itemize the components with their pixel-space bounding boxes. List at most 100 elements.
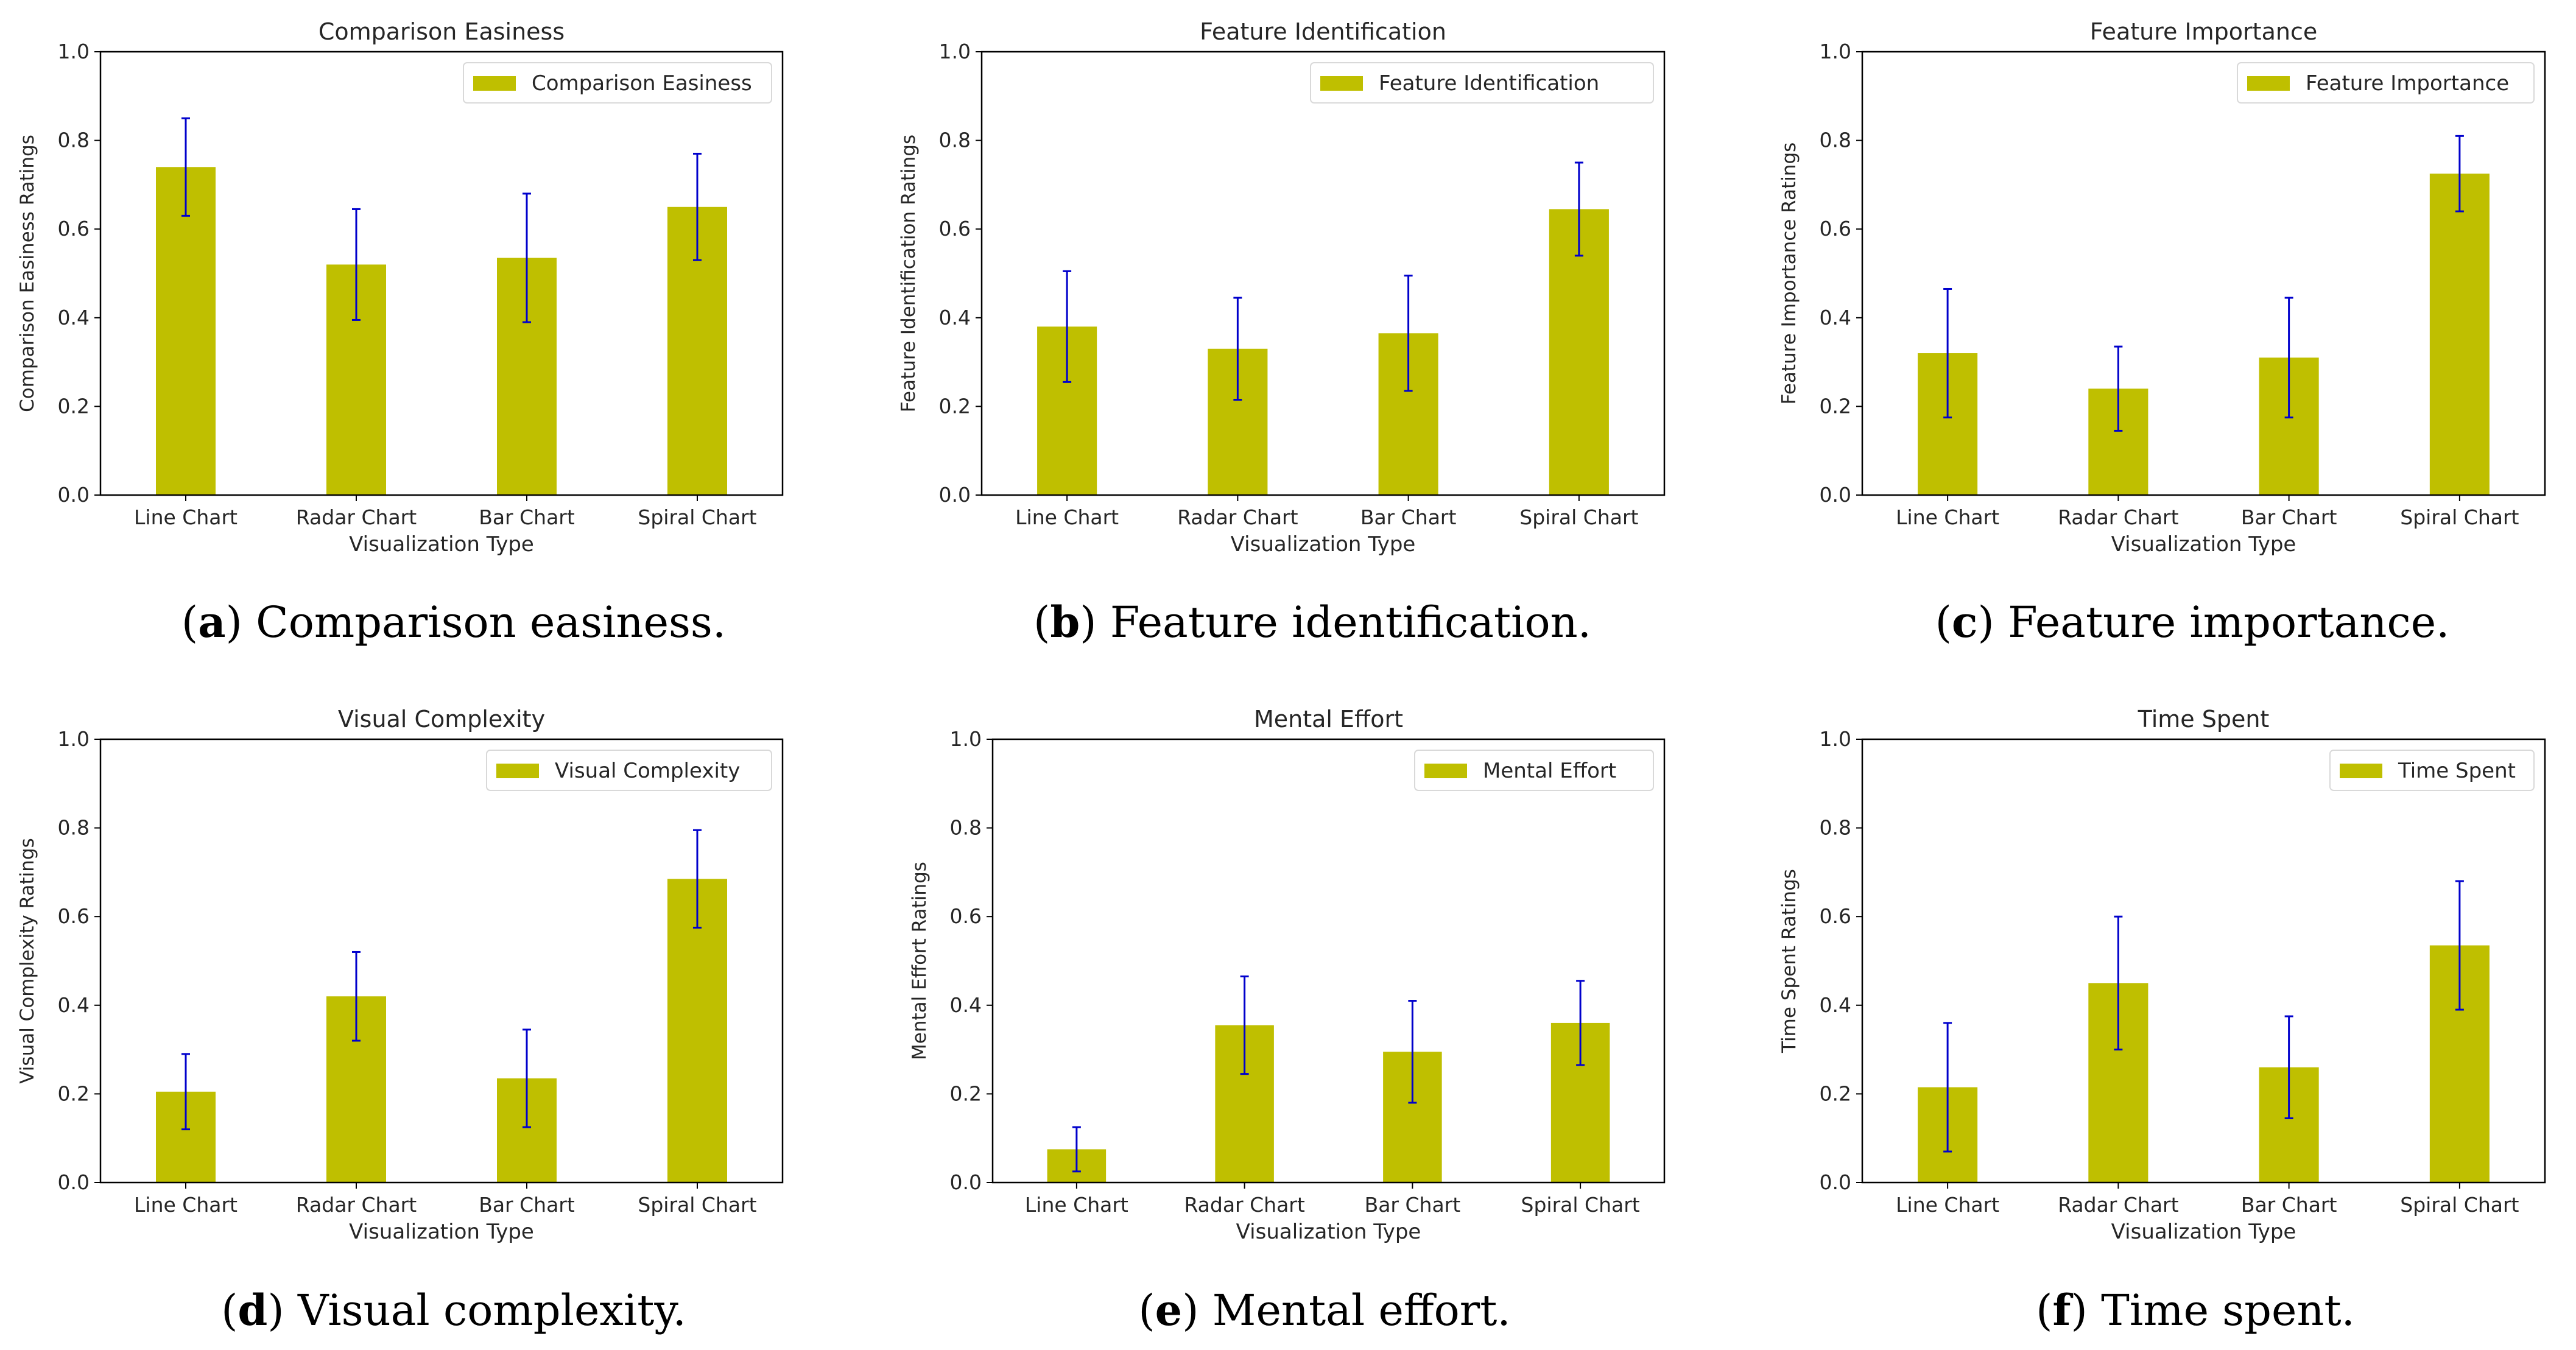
y-tick-label: 0.2 bbox=[1820, 394, 1851, 418]
y-tick-label: 0.8 bbox=[950, 816, 982, 840]
x-tick-label: Spiral Chart bbox=[638, 505, 756, 529]
plot-frame bbox=[980, 51, 1666, 496]
chart-1: Comparison Easiness Line Chart Radar Chart… bbox=[16, 18, 784, 557]
y-tick-label: 0.8 bbox=[1820, 816, 1851, 840]
x-tick-label: Bar Chart bbox=[479, 1193, 575, 1217]
bar bbox=[667, 879, 727, 1183]
x-tick-label: Bar Chart bbox=[2241, 1193, 2337, 1217]
caption-f: (f) Time spent. bbox=[2036, 1285, 2355, 1335]
y-axis-label: Feature Importance Ratings bbox=[1778, 142, 1800, 405]
caption-letter: d bbox=[238, 1285, 268, 1335]
y-axis-label: Comparison Easiness Ratings bbox=[16, 135, 38, 412]
y-tick-label: 1.0 bbox=[939, 40, 971, 63]
legend-box bbox=[1310, 62, 1654, 104]
x-tick-label: Spiral Chart bbox=[1519, 505, 1638, 529]
x-tick-label: Radar Chart bbox=[1177, 505, 1298, 529]
y-tick-label: 0.8 bbox=[58, 128, 90, 152]
x-tick-label: Radar Chart bbox=[2058, 505, 2178, 529]
y-axis-label: Feature Identification Ratings bbox=[898, 135, 920, 412]
y-tick-label: 0.6 bbox=[58, 904, 90, 928]
y-tick-label: 0.4 bbox=[1820, 993, 1851, 1017]
caption-letter: c bbox=[1951, 597, 1978, 647]
chart-2: Feature Identification Line Chart Radar Ch… bbox=[898, 18, 1666, 557]
y-tick-label: 0.6 bbox=[939, 217, 971, 241]
caption-letter: f bbox=[2052, 1285, 2071, 1335]
y-tick-label: 1.0 bbox=[1820, 727, 1851, 751]
y-tick-label: 1.0 bbox=[58, 40, 90, 63]
caption-text: Time spent. bbox=[2101, 1285, 2355, 1335]
x-tick-label: Bar Chart bbox=[1365, 1193, 1461, 1217]
y-tick-label: 0.2 bbox=[939, 394, 971, 418]
chart-title: Visual Complexity bbox=[338, 706, 545, 733]
y-tick-label: 0.0 bbox=[950, 1170, 982, 1194]
x-tick-label: Line Chart bbox=[1896, 505, 1999, 529]
x-tick-label: Spiral Chart bbox=[1521, 1193, 1640, 1217]
chart-title: Feature Importance bbox=[2090, 18, 2317, 45]
y-tick-label: 0.0 bbox=[1820, 483, 1851, 507]
x-axis-label: Visualization Type bbox=[1231, 532, 1416, 557]
chart-3: Feature Importance Line Chart Radar Chart B… bbox=[1778, 18, 2546, 557]
y-tick-label: 0.4 bbox=[950, 993, 982, 1017]
x-axis-label: Visualization Type bbox=[1236, 1220, 1421, 1244]
y-tick-label: 0.6 bbox=[58, 217, 90, 241]
y-tick-label: 1.0 bbox=[950, 727, 982, 751]
x-axis-label: Visualization Type bbox=[349, 532, 534, 557]
x-tick-label: Spiral Chart bbox=[2400, 1193, 2519, 1217]
caption-text: Feature importance. bbox=[2008, 597, 2450, 647]
y-tick-label: 1.0 bbox=[58, 727, 90, 751]
y-axis-label: Time Spent Ratings bbox=[1778, 869, 1800, 1053]
x-tick-label: Radar Chart bbox=[1184, 1193, 1304, 1217]
y-tick-label: 0.0 bbox=[939, 483, 971, 507]
legend-swatch bbox=[2340, 764, 2382, 778]
x-axis-label: Visualization Type bbox=[2111, 532, 2296, 557]
y-axis-label: Mental Effort Ratings bbox=[909, 862, 931, 1060]
chart-title: Mental Effort bbox=[1254, 706, 1403, 733]
legend-swatch bbox=[1424, 764, 1467, 778]
x-axis-label: Visualization Type bbox=[349, 1220, 534, 1244]
chart-title: Time Spent bbox=[2138, 706, 2270, 733]
caption-b: (b) Feature identification. bbox=[1033, 597, 1591, 647]
legend-box bbox=[1414, 750, 1654, 791]
legend-label: Feature Identification bbox=[1379, 71, 1599, 96]
x-tick-label: Radar Chart bbox=[2058, 1193, 2178, 1217]
legend-swatch bbox=[496, 764, 539, 778]
x-tick-label: Radar Chart bbox=[296, 1193, 417, 1217]
y-tick-label: 0.6 bbox=[950, 904, 982, 928]
x-tick-label: Line Chart bbox=[1896, 1193, 1999, 1217]
legend-label: Visual Complexity bbox=[555, 759, 740, 783]
x-tick-label: Spiral Chart bbox=[638, 1193, 756, 1217]
caption-text: Visual complexity. bbox=[297, 1285, 686, 1335]
legend-box bbox=[463, 62, 772, 104]
legend-box bbox=[2329, 750, 2535, 791]
x-tick-label: Bar Chart bbox=[1360, 505, 1457, 529]
x-tick-label: Line Chart bbox=[134, 1193, 238, 1217]
plot-frame bbox=[1861, 738, 2546, 1184]
bar bbox=[156, 167, 216, 495]
x-tick-label: Spiral Chart bbox=[2400, 505, 2519, 529]
chart-title: Feature Identification bbox=[1200, 18, 1446, 45]
y-tick-label: 0.0 bbox=[1820, 1170, 1851, 1194]
caption-letter: e bbox=[1155, 1285, 1183, 1335]
chart-5: Mental Effort Line Chart Radar Chart Bar Ch… bbox=[909, 706, 1666, 1244]
x-tick-label: Line Chart bbox=[1015, 505, 1119, 529]
y-tick-label: 0.2 bbox=[950, 1081, 982, 1105]
x-tick-label: Line Chart bbox=[1025, 1193, 1128, 1217]
x-tick-label: Radar Chart bbox=[296, 505, 417, 529]
legend-label: Comparison Easiness bbox=[532, 71, 752, 96]
x-axis-label: Visualization Type bbox=[2111, 1220, 2296, 1244]
y-tick-label: 0.0 bbox=[58, 1170, 90, 1194]
plot-frame bbox=[991, 738, 1666, 1184]
bar bbox=[2429, 174, 2490, 495]
y-tick-label: 0.6 bbox=[1820, 217, 1851, 241]
caption-letter: a bbox=[198, 597, 226, 647]
y-tick-label: 1.0 bbox=[1820, 40, 1851, 63]
y-axis-label: Visual Complexity Ratings bbox=[16, 838, 38, 1083]
bar bbox=[1549, 209, 1609, 495]
caption-d: (d) Visual complexity. bbox=[221, 1285, 686, 1335]
caption-text: Mental effort. bbox=[1212, 1285, 1511, 1335]
legend-label: Feature Importance bbox=[2306, 71, 2509, 96]
x-tick-label: Bar Chart bbox=[2241, 505, 2337, 529]
caption-a: (a) Comparison easiness. bbox=[181, 597, 727, 647]
